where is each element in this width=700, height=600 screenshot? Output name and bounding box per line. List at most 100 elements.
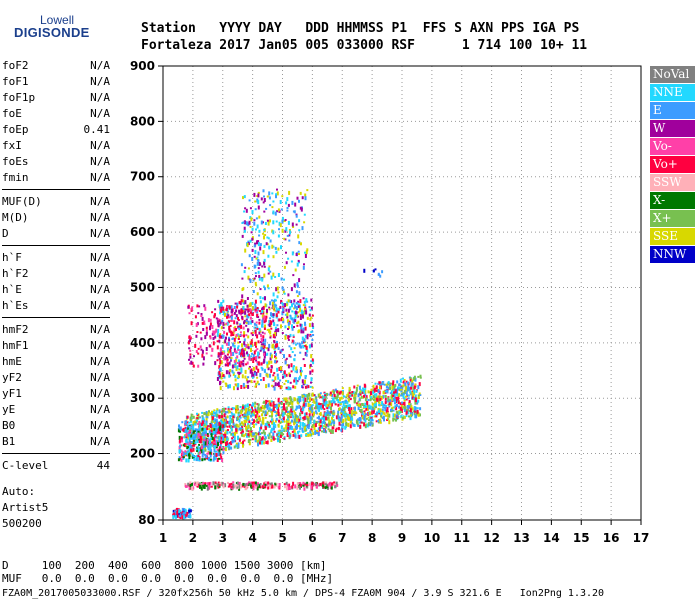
echo-point xyxy=(269,270,272,273)
echo-point xyxy=(220,326,223,330)
echo-point xyxy=(298,278,301,283)
echo-point xyxy=(291,324,293,329)
echo-point xyxy=(381,403,384,406)
legend-item-vo: Vo- xyxy=(650,138,695,155)
y-tick-label: 400 xyxy=(130,336,155,350)
echo-point xyxy=(267,483,270,487)
param-label: hmE xyxy=(2,355,22,368)
echo-point xyxy=(408,415,410,418)
legend: NoVal NNE E W Vo- Vo+ SSW X- X+ SSE NNW xyxy=(650,66,695,264)
echo-point xyxy=(338,417,341,422)
echo-point xyxy=(190,434,193,438)
echo-point xyxy=(247,424,250,429)
echo-point xyxy=(270,400,273,403)
echo-point xyxy=(275,403,278,407)
echo-point xyxy=(372,398,375,401)
echo-point xyxy=(379,418,381,422)
echo-point xyxy=(396,392,399,397)
echo-point xyxy=(229,324,232,327)
echo-point xyxy=(347,422,350,427)
echo-point xyxy=(282,290,285,294)
echo-point xyxy=(188,446,191,450)
echo-point xyxy=(248,313,251,317)
echo-point xyxy=(206,425,209,427)
echo-point xyxy=(324,397,327,402)
echo-point xyxy=(196,304,199,308)
echo-point xyxy=(244,248,247,253)
echo-point xyxy=(195,448,198,451)
echo-point xyxy=(309,407,311,411)
echo-point xyxy=(289,230,291,235)
echo-point xyxy=(200,449,203,454)
echo-point xyxy=(305,375,307,378)
echo-point xyxy=(281,409,284,414)
echo-point xyxy=(378,401,381,404)
x-tick-label: 8 xyxy=(368,531,376,545)
echo-point xyxy=(289,416,292,419)
echo-point xyxy=(206,486,209,491)
echo-point xyxy=(244,310,247,315)
echo-point xyxy=(256,256,259,259)
echo-point xyxy=(393,391,395,395)
echo-point xyxy=(361,391,364,394)
echo-point xyxy=(248,199,251,202)
echo-point xyxy=(220,434,223,437)
echo-point xyxy=(224,382,227,385)
echo-point xyxy=(300,309,303,313)
echo-point xyxy=(271,301,274,305)
echo-point xyxy=(345,400,348,404)
echo-point xyxy=(296,262,299,267)
echo-point xyxy=(290,287,293,292)
echo-point xyxy=(335,396,338,400)
echo-point xyxy=(245,319,248,322)
echo-point xyxy=(288,431,291,435)
echo-point xyxy=(264,287,266,291)
echo-point xyxy=(243,195,246,199)
echo-point xyxy=(293,379,296,383)
echo-point xyxy=(265,424,268,427)
echo-point xyxy=(387,386,390,390)
echo-point xyxy=(291,222,294,227)
echo-point xyxy=(191,486,194,491)
echo-point xyxy=(271,421,274,425)
echo-point xyxy=(351,391,354,393)
echo-point xyxy=(333,421,336,425)
echo-point xyxy=(297,311,300,314)
echo-point xyxy=(214,481,217,484)
echo-point xyxy=(252,331,255,334)
echo-point xyxy=(299,307,302,312)
echo-point xyxy=(280,277,283,281)
param-value: 0.41 xyxy=(83,123,111,136)
echo-point xyxy=(355,387,358,391)
echo-point xyxy=(408,394,410,397)
param-value: N/A xyxy=(90,171,110,184)
echo-point xyxy=(295,343,297,346)
echo-point xyxy=(350,413,353,416)
echo-point xyxy=(290,370,293,373)
echo-point xyxy=(202,484,205,489)
echo-point xyxy=(243,423,246,427)
param-value: N/A xyxy=(90,155,110,168)
echo-point xyxy=(253,481,256,485)
param-row-hes: h`Es N/A xyxy=(2,298,110,314)
echo-point xyxy=(268,432,271,436)
echo-point xyxy=(290,413,292,416)
echo-point xyxy=(302,304,305,307)
echo-point xyxy=(243,408,246,411)
echo-point xyxy=(414,409,417,413)
echo-point xyxy=(189,509,192,513)
echo-point xyxy=(253,219,256,222)
echo-point xyxy=(178,439,181,443)
param-label: foF1 xyxy=(2,75,29,88)
echo-point xyxy=(185,436,188,439)
echo-point xyxy=(299,299,302,304)
echo-point xyxy=(250,217,253,222)
echo-point xyxy=(179,430,182,433)
echo-point xyxy=(419,394,422,396)
echo-point xyxy=(270,418,273,422)
echo-point xyxy=(298,219,301,223)
echo-point xyxy=(190,441,193,444)
echo-cluster xyxy=(184,481,339,491)
echo-point xyxy=(275,417,278,421)
echo-point xyxy=(251,421,254,425)
